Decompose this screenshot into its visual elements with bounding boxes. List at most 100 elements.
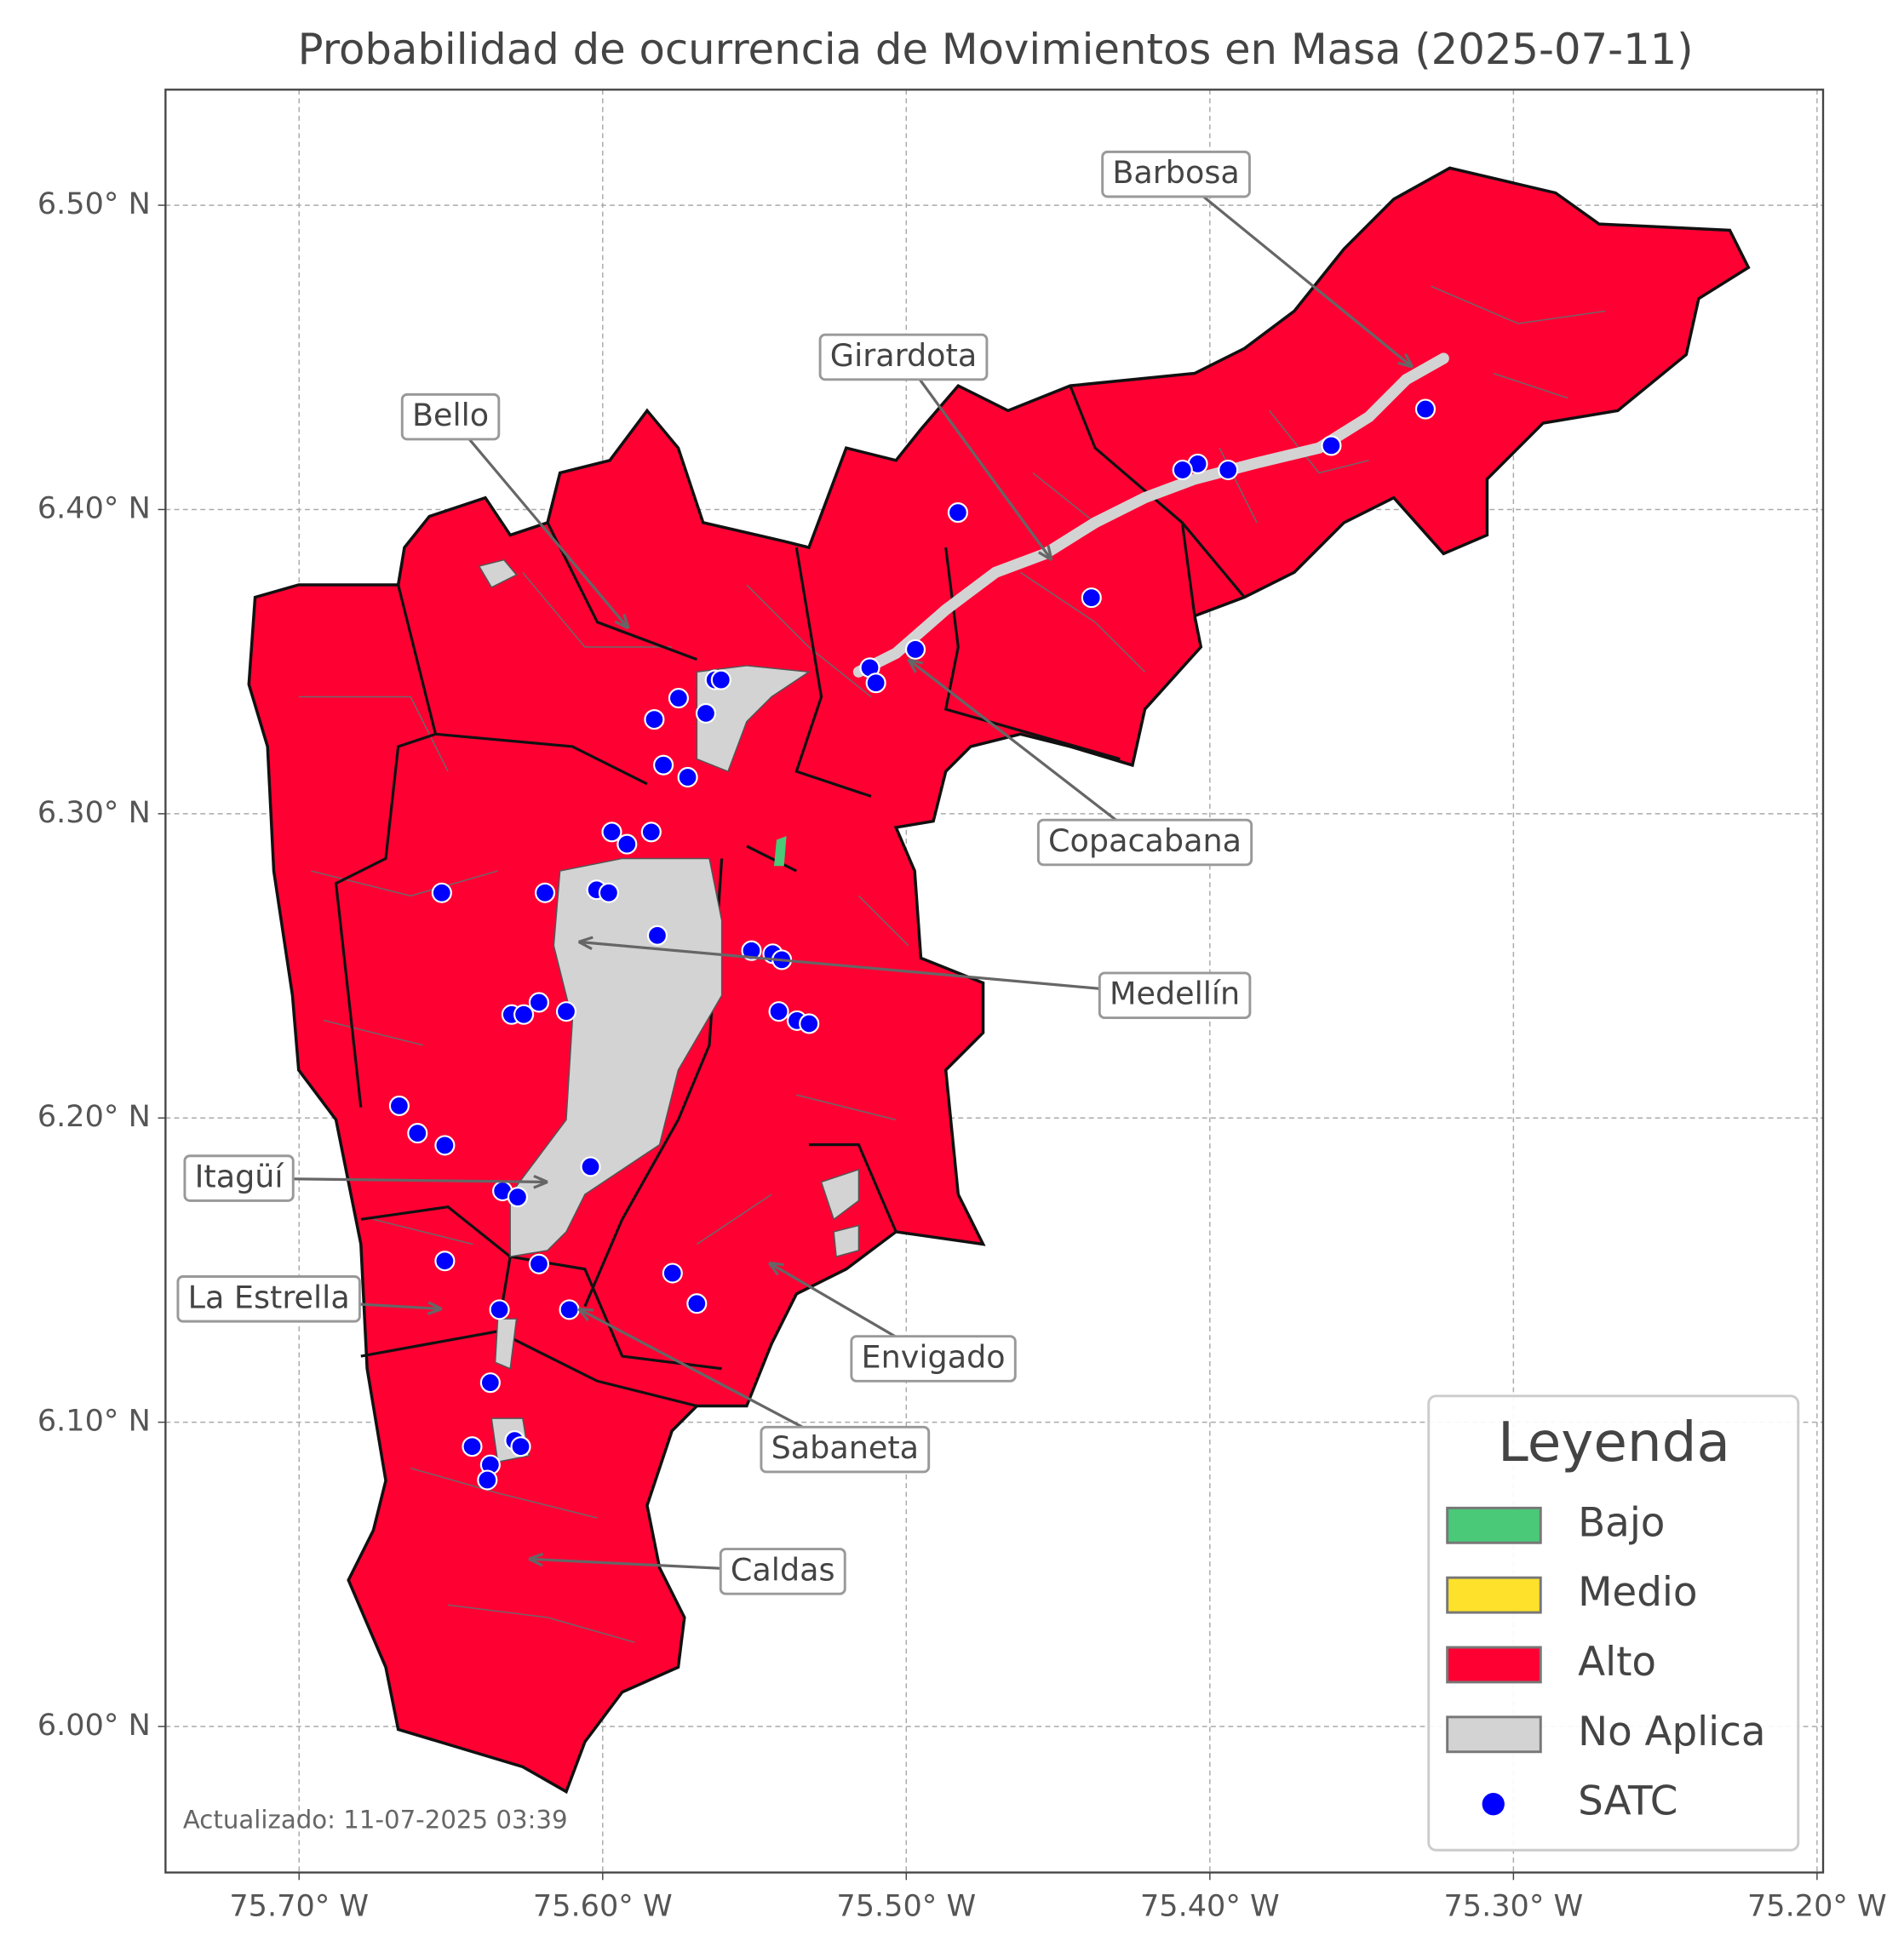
satc-point [677,766,698,788]
region-alto [247,166,1751,1795]
arrow-head [577,1307,594,1322]
satc-point [528,1253,549,1274]
map-title: Probabilidad de ocurrencia de Movimiento… [298,25,1694,74]
satc-point [1172,459,1193,481]
satc-point [601,822,622,843]
satc-point [580,1156,601,1177]
satc-point [1081,587,1102,609]
satc-point [904,638,926,660]
x-tick-label: 75.70° W [229,1888,369,1923]
no-aplica-area [478,558,860,1463]
no-aplica-valley [852,352,1449,678]
municipality-label: Medellín [1110,976,1240,1012]
arrow-head [907,658,924,673]
arrow-head [577,936,594,951]
arrow-head [767,1261,784,1276]
satc-point [555,1001,577,1022]
legend-label: SATC [1578,1779,1677,1825]
municipality-label: Caldas [731,1551,835,1588]
y-tick-label: 6.50° N [37,186,151,221]
legend-swatch [1446,1506,1542,1544]
annotation-box [760,1425,931,1474]
annotation-arrow [1175,173,1414,369]
y-tick-label: 6.20° N [37,1099,151,1134]
satc-point [768,1001,789,1022]
municipality-label: Copacabana [1048,822,1242,859]
annotation-box [400,392,501,441]
satc-point [559,1299,580,1320]
legend-marker [1482,1793,1505,1816]
satc-point [477,1469,498,1491]
update-note: Actualizado: 11-07-2025 03:39 [183,1806,568,1835]
annotation-arrow [907,658,1146,844]
satc-point [431,882,452,903]
municipality-label: Girardota [830,337,977,374]
annotation-box [719,1548,846,1595]
bajo-area [774,836,787,867]
satc-point [534,882,556,903]
annotation-box [1036,818,1253,867]
municipality-label: Envigado [862,1338,1006,1375]
y-tick-label: 6.40° N [37,490,151,525]
satc-point [741,940,762,961]
y-tick-label: 6.00° N [37,1708,151,1743]
x-tick-label: 75.30° W [1443,1888,1583,1923]
satc-point [662,1263,683,1284]
legend-label: Alto [1578,1640,1656,1686]
arrow-head [1038,545,1053,562]
satc-point [695,702,717,724]
satc-point [1414,398,1437,420]
satc-point [434,1135,456,1156]
satc-point [598,882,619,903]
legend-title: Leyenda [1498,1411,1730,1474]
satc-point [653,754,674,776]
municipality-label: La Estrella [188,1279,350,1315]
satc-point [1218,459,1239,481]
legend-swatch [1446,1715,1542,1754]
satc-point [668,688,689,709]
satc-point [1321,435,1342,456]
legend-label: No Aplica [1578,1709,1765,1755]
arrow-head [528,1552,544,1567]
annotation-box [1101,150,1251,198]
arrow-head [1397,352,1414,369]
arrow-head [533,1174,548,1189]
satc-point [528,992,549,1013]
legend-label: Bajo [1578,1500,1665,1546]
satc-point [640,822,662,843]
y-tick-label: 6.10° N [37,1404,151,1439]
arrow-head [614,613,630,630]
annotation-arrow [902,356,1053,561]
annotation-box [176,1275,361,1323]
y-tick-label: 6.30° N [37,795,151,830]
legend-swatch [1446,1576,1542,1614]
satc-point [513,1004,535,1025]
satc-point [710,669,731,690]
x-tick-label: 75.40° W [1140,1888,1280,1923]
legend-label: Medio [1578,1570,1697,1616]
x-tick-label: 75.20° W [1747,1888,1887,1923]
satc-point [407,1123,428,1144]
satc-point [388,1095,410,1117]
plot-frame [164,89,1825,1874]
satc-point [799,1013,820,1034]
annotation-box [183,1154,295,1202]
map [247,166,1751,1795]
municipality-label: Sabaneta [771,1429,919,1466]
annotation-box [1098,971,1252,1019]
municipality-label: Itagüí [195,1159,285,1195]
x-tick-label: 75.50° W [836,1888,976,1923]
annotation-box [850,1335,1017,1383]
satc-point [617,833,638,855]
annotation-box [818,333,989,381]
satc-point [510,1436,531,1457]
satc-point [479,1372,501,1394]
municipality-label: Bello [412,397,489,433]
x-tick-label: 75.60° W [533,1888,673,1923]
satc-point [434,1251,456,1272]
satc-point [462,1436,483,1457]
satc-point [947,502,968,524]
annotation-arrow [578,940,1175,997]
satc-point [865,673,886,694]
